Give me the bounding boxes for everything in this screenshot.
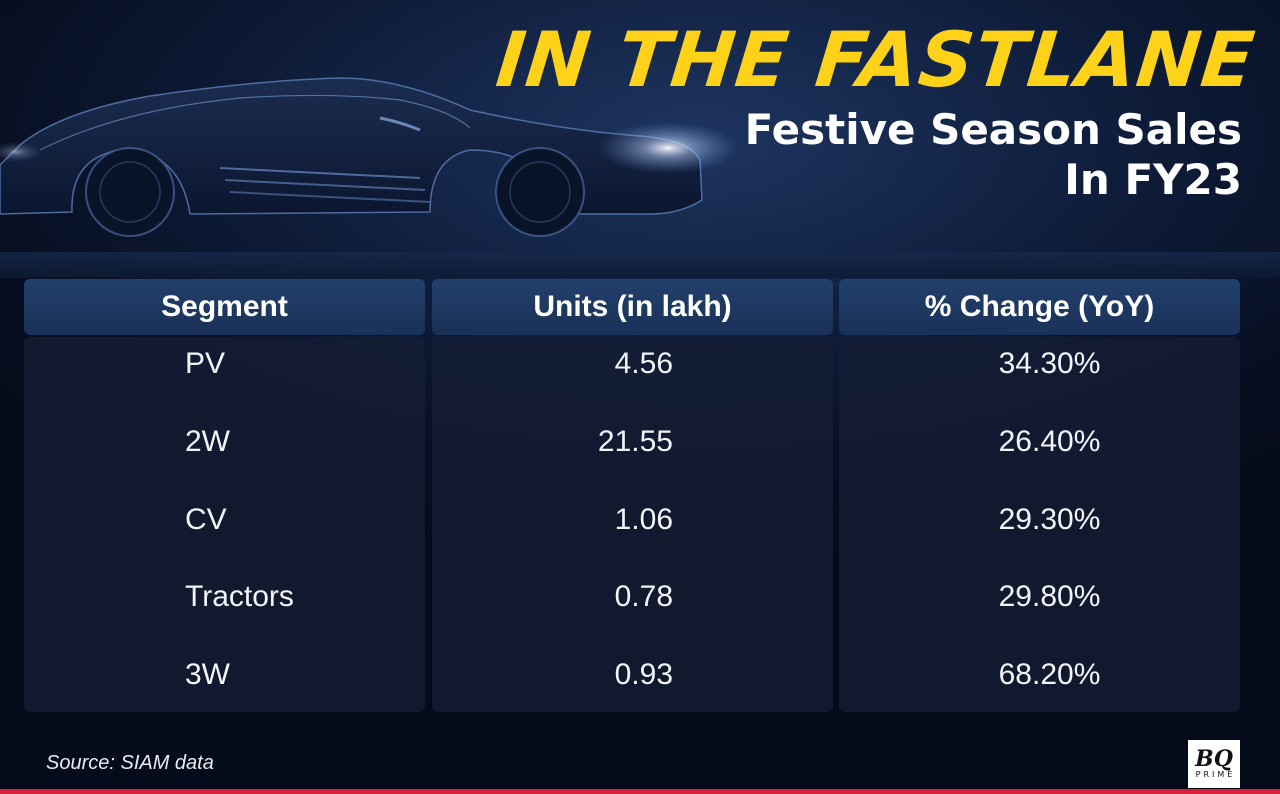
cell-change: 29.30%: [998, 503, 1101, 536]
divider-band: [0, 252, 1280, 278]
sales-table: Segment PV 2W CV Tractors 3W Units (in l…: [24, 279, 1240, 712]
page-subtitle: Festive Season Sales In FY23: [602, 105, 1242, 205]
source-note: Source: SIAM data: [46, 752, 214, 774]
subtitle-line-2: In FY23: [1064, 155, 1242, 204]
cell-change: 29.80%: [998, 580, 1101, 613]
column-header-change: % Change (YoY): [839, 279, 1240, 335]
cell-segment: CV: [185, 503, 227, 536]
cell-segment: PV: [185, 347, 226, 380]
column-header-segment: Segment: [24, 279, 425, 335]
column-header-units: Units (in lakh): [432, 279, 833, 335]
accent-line: [0, 789, 1280, 794]
cell-change: 34.30%: [998, 347, 1101, 380]
cell-change: 68.20%: [998, 658, 1101, 691]
cell-segment: Tractors: [185, 580, 294, 613]
cell-units: 0.93: [614, 658, 673, 691]
cell-units: 1.06: [614, 503, 673, 536]
column-body: PV 2W CV Tractors 3W: [24, 337, 425, 712]
column-body: 4.56 21.55 1.06 0.78 0.93: [432, 337, 833, 712]
cell-change: 26.40%: [998, 425, 1101, 458]
cell-units: 21.55: [597, 425, 673, 458]
column-change: % Change (YoY) 34.30% 26.40% 29.30% 29.8…: [839, 279, 1240, 712]
column-units: Units (in lakh) 4.56 21.55 1.06 0.78 0.9…: [432, 279, 833, 712]
logo-mark: BQ: [1195, 746, 1233, 772]
page-title: IN THE FASTLANE: [491, 15, 1259, 104]
cell-segment: 3W: [185, 658, 230, 691]
logo-subtext: PRIME: [1195, 770, 1236, 779]
cell-units: 4.56: [614, 347, 673, 380]
cell-segment: 2W: [185, 425, 230, 458]
subtitle-line-1: Festive Season Sales: [744, 105, 1242, 154]
column-segment: Segment PV 2W CV Tractors 3W: [24, 279, 425, 712]
car-silhouette-icon: [0, 77, 738, 237]
cell-units: 0.78: [614, 580, 673, 613]
bq-prime-logo: BQ PRIME: [1188, 740, 1240, 788]
column-body: 34.30% 26.40% 29.30% 29.80% 68.20%: [839, 337, 1240, 712]
